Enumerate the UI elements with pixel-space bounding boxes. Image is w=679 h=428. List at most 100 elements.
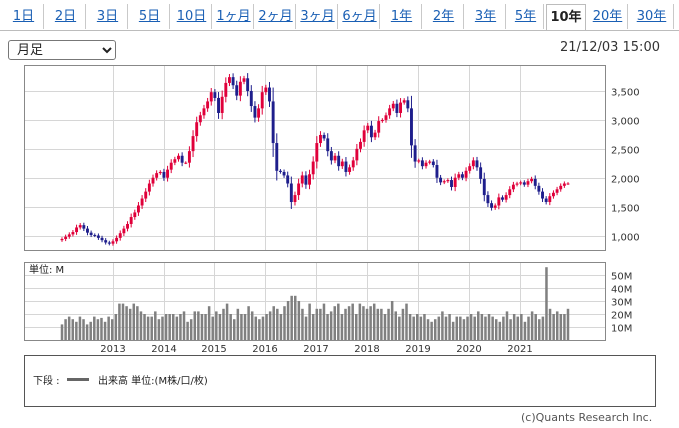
price-tick-label: 3,500 — [611, 88, 640, 99]
candle-body — [460, 174, 464, 178]
volume-bar — [96, 319, 100, 340]
volume-bar — [89, 321, 92, 340]
candle-body — [428, 161, 432, 163]
candle-body — [64, 236, 68, 240]
volume-tick-label: 50M — [611, 272, 632, 283]
candle-body — [238, 81, 242, 96]
candle-body — [501, 197, 504, 200]
volume-bar — [419, 316, 423, 340]
volume-bar — [369, 306, 372, 340]
x-tick-label: 2015 — [201, 344, 226, 355]
volume-unit-label: 単位: M — [29, 263, 64, 276]
volume-bar — [433, 319, 437, 340]
volume-bar — [477, 311, 480, 340]
volume-bar — [451, 321, 455, 340]
candle-body — [541, 191, 544, 199]
volume-bar — [311, 314, 315, 340]
candle-body — [140, 198, 144, 206]
candle-body — [493, 205, 497, 208]
volume-bar — [211, 316, 214, 340]
volume-bar — [78, 316, 82, 340]
candle-body — [566, 183, 570, 185]
volume-bar — [347, 306, 351, 340]
tab-2[interactable]: 3日 — [88, 4, 128, 29]
candle-body — [242, 78, 246, 82]
candle-body — [362, 130, 366, 142]
tab-6[interactable]: 2ヶ月 — [256, 4, 296, 29]
tab-7[interactable]: 3ヶ月 — [298, 4, 338, 29]
volume-bar — [534, 314, 537, 340]
volume-bar — [545, 267, 548, 340]
candle-body — [519, 182, 523, 184]
tab-5[interactable]: 1ヶ月 — [214, 4, 254, 29]
volume-bar — [118, 303, 121, 340]
candle-body — [435, 165, 439, 178]
tab-4[interactable]: 10日 — [172, 4, 212, 29]
volume-bar — [480, 314, 484, 340]
volume-bar — [182, 311, 186, 340]
volume-bar — [376, 308, 380, 340]
candle-body — [60, 239, 64, 241]
tab-9[interactable]: 1年 — [382, 4, 422, 29]
candle-body — [166, 169, 170, 178]
candle-body — [431, 161, 435, 166]
volume-bar — [362, 306, 365, 340]
volume-bar — [484, 316, 487, 340]
tab-0[interactable]: 1日 — [4, 4, 44, 29]
volume-bar — [93, 316, 96, 340]
volume-bar — [272, 306, 275, 340]
volume-bar — [301, 308, 304, 340]
candle-body — [235, 85, 239, 96]
candle-body — [522, 182, 526, 185]
candle-body — [322, 134, 326, 139]
volume-bar — [473, 316, 476, 340]
volume-bar — [469, 314, 473, 340]
volume-bar — [355, 314, 358, 340]
candle-body — [169, 162, 173, 170]
volume-bar — [494, 319, 498, 340]
tab-13[interactable]: 10年 — [546, 4, 586, 31]
candle-body — [268, 87, 271, 102]
volume-bar — [207, 306, 211, 340]
volume-bar — [189, 319, 193, 340]
volume-bar — [329, 311, 333, 340]
tab-10[interactable]: 2年 — [424, 4, 464, 29]
tab-1[interactable]: 2日 — [46, 4, 86, 29]
tab-15[interactable]: 30年 — [630, 4, 674, 29]
tab-11[interactable]: 3年 — [466, 4, 506, 29]
chart-timestamp: 21/12/03 15:00 — [560, 40, 660, 55]
volume-bar — [168, 314, 171, 340]
volume-bar — [279, 314, 283, 340]
candle-body — [227, 77, 231, 83]
volume-bar — [563, 314, 566, 340]
volume-bar — [85, 324, 89, 340]
candle-body — [282, 171, 286, 176]
tab-8[interactable]: 6ヶ月 — [340, 4, 380, 29]
candle-body — [67, 234, 71, 237]
tab-3[interactable]: 5日 — [130, 4, 170, 29]
volume-bar — [139, 311, 143, 340]
tab-14[interactable]: 20年 — [588, 4, 628, 29]
tab-12[interactable]: 5年 — [508, 4, 544, 29]
volume-bar — [383, 314, 387, 340]
candle-body — [453, 177, 457, 187]
candle-body — [442, 181, 446, 183]
volume-bar — [218, 314, 222, 340]
candle-body — [136, 205, 140, 213]
candle-body — [271, 101, 275, 144]
volume-bar — [509, 319, 512, 340]
candle-body — [319, 134, 322, 144]
volume-bar — [204, 314, 207, 340]
candle-body — [75, 227, 79, 233]
candle-body — [340, 161, 344, 167]
candle-period-select[interactable]: 月足 — [8, 40, 116, 60]
x-tick-label: 2014 — [151, 344, 176, 355]
candle-body — [366, 125, 370, 131]
volume-bar — [401, 308, 405, 340]
candle-body — [249, 91, 253, 107]
candle-body — [111, 241, 115, 244]
volume-bar — [541, 316, 545, 340]
candle-body — [177, 155, 180, 160]
candle-body — [311, 161, 315, 175]
candle-body — [450, 180, 453, 187]
